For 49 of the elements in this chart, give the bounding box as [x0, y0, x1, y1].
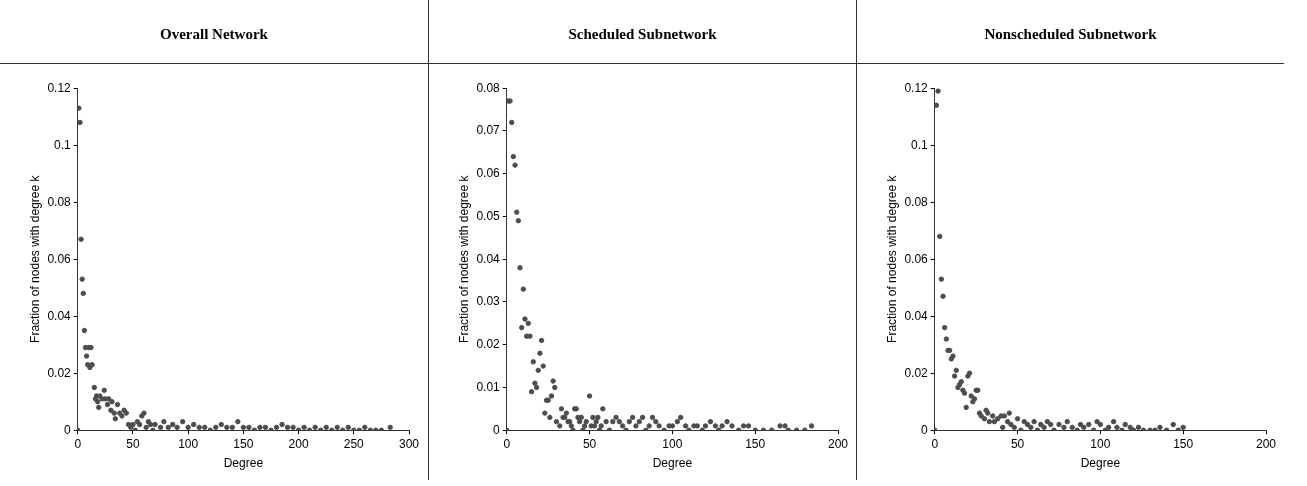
x-tick-label: 150 [233, 436, 254, 451]
y-tick-label: 0.02 [476, 337, 501, 352]
x-tick-label: 300 [398, 436, 420, 451]
y-tick-label: 0.02 [47, 365, 72, 380]
y-tick-label: 0.02 [904, 365, 929, 380]
x-tick-label: 100 [662, 436, 683, 451]
chart-title: Overall Network [159, 26, 269, 43]
y-tick-label: 0.05 [476, 208, 501, 223]
y-tick-label: 0.03 [476, 294, 501, 309]
x-tick-label: 50 [582, 436, 597, 451]
y-tick-label: 0.08 [904, 194, 929, 209]
y-tick-label: 0.12 [47, 80, 72, 95]
x-tick-label: 150 [745, 436, 766, 451]
x-tick-label: 0 [74, 436, 82, 451]
y-tick-label: 0.1 [54, 137, 72, 152]
y-tick-label: 0.07 [476, 123, 501, 138]
y-tick-label: 0.06 [47, 251, 72, 266]
y-tick-label: 0.06 [904, 251, 929, 266]
y-axis-title: Fraction of nodes with degree k [456, 174, 471, 343]
chart-title: Nonscheduled Subnetwork [983, 26, 1158, 43]
y-tick-label: 0.04 [476, 251, 501, 266]
x-tick-label: 200 [827, 436, 849, 451]
y-axis-title: Fraction of nodes with degree k [884, 174, 899, 343]
x-axis-title: Degree [1080, 456, 1121, 471]
x-tick-label: 200 [288, 436, 309, 451]
x-tick-label: 100 [1090, 436, 1111, 451]
y-tick-label: 0 [493, 422, 501, 437]
x-tick-label: 50 [1010, 436, 1025, 451]
y-tick-label: 0.04 [904, 308, 929, 323]
x-tick-label: 150 [1173, 436, 1194, 451]
x-axis-title: Degree [652, 456, 693, 471]
y-tick-label: 0.04 [47, 308, 72, 323]
y-tick-label: 0.06 [476, 166, 501, 181]
x-tick-label: 50 [126, 436, 140, 451]
y-tick-label: 0.01 [476, 379, 501, 394]
x-tick-label: 200 [1255, 436, 1277, 451]
y-tick-label: 0 [64, 422, 72, 437]
x-tick-label: 250 [343, 436, 365, 451]
x-tick-label: 100 [178, 436, 199, 451]
x-tick-label: 0 [503, 436, 511, 451]
chart-title: Scheduled Subnetwork [567, 26, 718, 43]
y-tick-label: 0.12 [904, 80, 929, 95]
x-axis-title: Degree [223, 456, 264, 471]
y-axis-title: Fraction of nodes with degree k [27, 174, 42, 343]
y-tick-label: 0 [921, 422, 929, 437]
y-tick-label: 0.08 [476, 80, 501, 95]
x-tick-label: 0 [931, 436, 939, 451]
y-tick-label: 0.1 [911, 137, 929, 152]
y-tick-label: 0.08 [47, 194, 72, 209]
